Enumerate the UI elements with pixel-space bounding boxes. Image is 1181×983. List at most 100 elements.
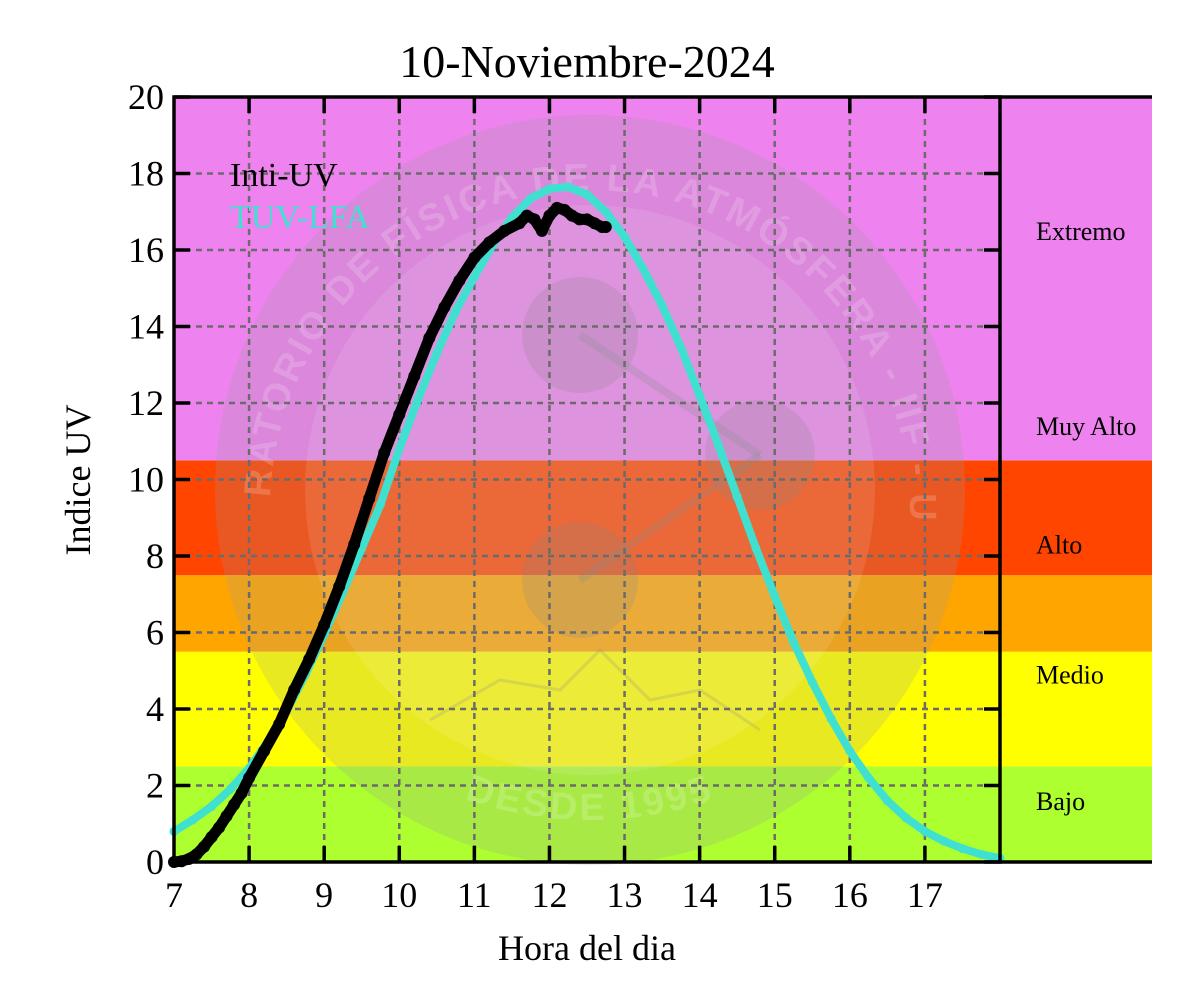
data-point <box>513 217 526 230</box>
data-point <box>188 815 198 825</box>
data-point <box>393 408 406 421</box>
data-point <box>826 714 836 724</box>
data-point <box>483 236 496 249</box>
y-tick-label: 4 <box>146 689 164 729</box>
legend: Inti-UV TUV-LFA <box>230 157 370 236</box>
data-point <box>526 193 536 203</box>
x-tick-label: 16 <box>832 875 868 915</box>
data-point <box>845 746 855 756</box>
data-point <box>976 849 986 859</box>
data-point <box>333 580 346 593</box>
x-tick-label: 14 <box>682 875 718 915</box>
x-axis-label: Hora del dia <box>498 928 676 968</box>
x-tick-label: 13 <box>607 875 643 915</box>
band-label: Extremo <box>1036 217 1126 246</box>
data-point <box>957 844 967 854</box>
x-tick-label: 15 <box>757 875 793 915</box>
band-label: Bajo <box>1036 787 1085 816</box>
x-tick-label: 9 <box>315 875 333 915</box>
data-point <box>303 653 316 666</box>
legend-entry: TUV-LFA <box>230 199 370 236</box>
legend-entry: Inti-UV <box>230 157 338 194</box>
data-point <box>620 232 630 242</box>
data-point <box>713 440 723 450</box>
data-point <box>882 796 892 806</box>
data-point <box>273 718 286 731</box>
chart-title: 10-Noviembre-2024 <box>399 36 775 87</box>
y-tick-label: 14 <box>128 307 164 347</box>
data-point <box>751 543 761 553</box>
data-point <box>318 618 331 631</box>
x-tick-label: 11 <box>457 875 492 915</box>
y-tick-label: 12 <box>128 383 164 423</box>
x-tick-labels: 7 8 9 10 11 12 13 14 15 16 17 <box>165 875 943 915</box>
data-point <box>207 802 217 812</box>
data-point <box>582 190 592 200</box>
data-point <box>732 492 742 502</box>
y-tick-label: 20 <box>128 77 164 117</box>
data-point <box>939 836 949 846</box>
data-point <box>544 184 554 194</box>
y-tick-label: 8 <box>146 536 164 576</box>
tick-marks <box>174 95 1000 864</box>
data-point <box>657 300 667 310</box>
data-point <box>543 209 556 222</box>
data-point <box>451 306 461 316</box>
data-point <box>348 538 361 551</box>
data-point <box>864 773 874 783</box>
uv-band-0 <box>174 766 1152 862</box>
data-point <box>432 348 442 358</box>
data-point <box>225 784 235 794</box>
uv-band-4 <box>174 97 1152 461</box>
grid <box>174 97 1000 862</box>
data-point <box>469 272 479 282</box>
data-point <box>408 370 421 383</box>
data-point <box>920 826 930 836</box>
data-point <box>901 813 911 823</box>
data-point <box>190 848 203 861</box>
data-point <box>453 274 466 287</box>
data-point <box>695 390 705 400</box>
y-tick-label: 16 <box>128 230 164 270</box>
y-tick-label: 6 <box>146 613 164 653</box>
data-point <box>468 251 481 264</box>
y-tick-labels: 0 2 4 6 8 10 12 14 16 18 20 <box>128 77 164 882</box>
data-point <box>213 821 226 834</box>
data-point <box>228 798 241 811</box>
y-tick-label: 2 <box>146 766 164 806</box>
y-tick-label: 10 <box>128 460 164 500</box>
data-point <box>563 182 573 192</box>
data-point <box>807 677 817 687</box>
y-tick-label: 18 <box>128 154 164 194</box>
x-tick-label: 12 <box>531 875 567 915</box>
data-point <box>423 331 436 344</box>
band-label: Medio <box>1036 661 1104 690</box>
data-point <box>205 831 218 844</box>
data-point <box>601 207 611 217</box>
data-point <box>394 444 404 454</box>
data-point <box>376 499 385 509</box>
band-label: Alto <box>1036 531 1082 560</box>
data-point <box>676 343 686 353</box>
x-tick-label: 8 <box>240 875 258 915</box>
x-tick-label: 7 <box>165 875 183 915</box>
x-tick-label: 10 <box>381 875 417 915</box>
data-point <box>198 840 211 853</box>
data-point <box>220 810 233 823</box>
data-point <box>438 301 451 314</box>
data-point <box>498 224 511 237</box>
data-point <box>243 771 256 784</box>
data-point <box>258 745 271 758</box>
band-label: Muy Alto <box>1036 412 1136 441</box>
data-point <box>288 683 301 696</box>
data-point <box>413 394 423 404</box>
data-point <box>535 224 548 237</box>
data-point <box>789 637 798 647</box>
data-point <box>528 213 541 226</box>
data-point <box>638 264 648 274</box>
data-point <box>378 446 391 459</box>
data-point <box>235 787 248 800</box>
y-tick-label: 0 <box>146 842 164 882</box>
band-labels: Extremo Muy Alto Alto Medio Bajo <box>1036 217 1136 816</box>
